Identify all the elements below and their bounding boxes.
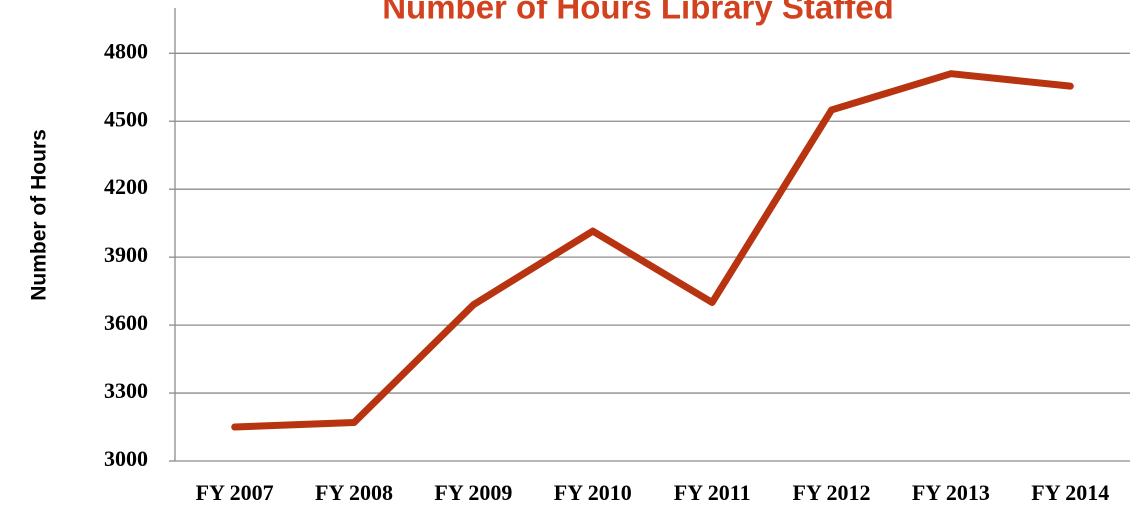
y-tick-label: 3000 bbox=[104, 446, 148, 471]
x-tick-label: FY 2012 bbox=[793, 480, 871, 505]
x-tick-label: FY 2009 bbox=[434, 480, 512, 505]
x-tick-label: FY 2010 bbox=[554, 480, 632, 505]
data-line bbox=[231, 70, 1074, 431]
y-tick-label: 4800 bbox=[104, 38, 148, 63]
x-tick-label: FY 2014 bbox=[1031, 480, 1109, 505]
y-tick-label: 4500 bbox=[104, 106, 148, 131]
y-tick-label: 3300 bbox=[104, 378, 148, 403]
x-tick-label: FY 2008 bbox=[315, 480, 393, 505]
y-tick-label: 3900 bbox=[104, 242, 148, 267]
x-tick-label: FY 2007 bbox=[196, 480, 274, 505]
y-tick-label: 3600 bbox=[104, 310, 148, 335]
y-axis-title: Number of Hours bbox=[28, 129, 51, 301]
x-tick-label: FY 2011 bbox=[674, 480, 751, 505]
chart-title: Number of Hours Library Staffed bbox=[382, 0, 894, 26]
x-tick-label: FY 2013 bbox=[912, 480, 990, 505]
y-tick-label: 4200 bbox=[104, 174, 148, 199]
